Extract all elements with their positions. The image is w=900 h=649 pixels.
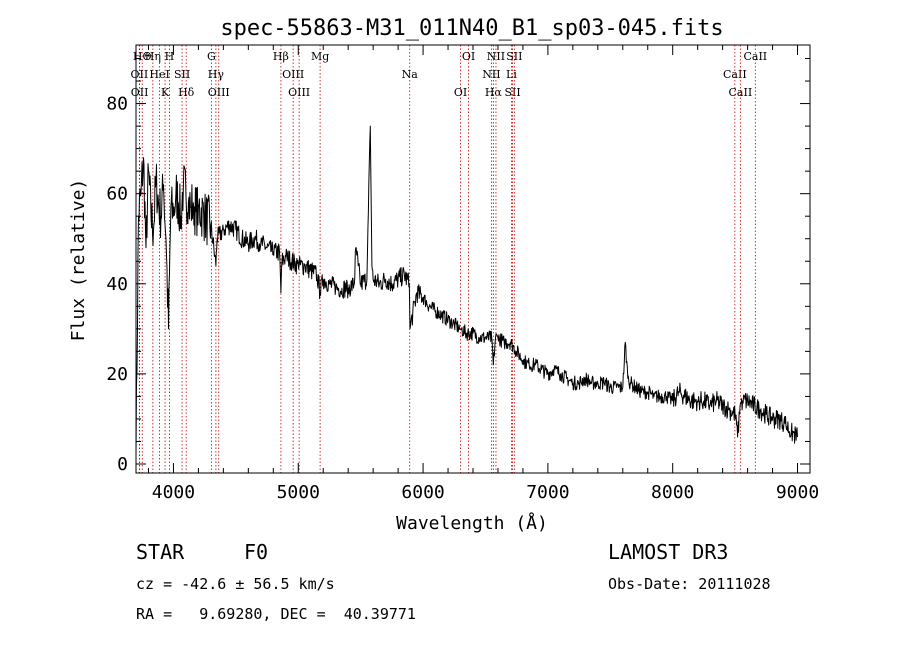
line-marker-label: HΘ xyxy=(133,50,152,63)
y-axis-label: Flux (relative) xyxy=(68,179,89,342)
y-tick-label: 0 xyxy=(117,454,128,475)
star-class: STAR xyxy=(136,540,185,564)
line-marker-label: H xyxy=(165,50,175,63)
line-marker-label: Hη xyxy=(145,50,161,63)
line-marker-label: SII xyxy=(504,86,520,99)
line-marker-label: NII xyxy=(482,68,500,81)
spectrum-line xyxy=(135,125,798,456)
x-axis-label: Wavelength (Å) xyxy=(396,512,548,534)
line-marker-label: HeI xyxy=(149,68,169,81)
x-tick-label: 9000 xyxy=(776,482,819,503)
x-tick-label: 8000 xyxy=(651,482,694,503)
line-marker-label: OIII xyxy=(208,86,230,99)
line-marker-label: Hβ xyxy=(273,50,289,63)
y-tick-label: 40 xyxy=(106,274,128,295)
line-marker-label: SII xyxy=(506,50,522,63)
x-tick-label: 4000 xyxy=(152,482,195,503)
x-tick-label: 6000 xyxy=(401,482,444,503)
line-marker-label: K xyxy=(161,86,170,99)
x-tick-label: 5000 xyxy=(277,482,320,503)
line-marker-label: Hγ xyxy=(208,68,225,81)
axes: 4000 5000 6000 7000 8000 9000 0 20 40 60 80 xyxy=(106,44,819,503)
star-subclass: F0 xyxy=(244,540,268,564)
plot-area xyxy=(135,125,798,456)
ra-dec: RA = 9.69280, DEC = 40.39771 xyxy=(136,605,416,623)
line-marker-label: NII xyxy=(487,50,505,63)
line-marker-label: OI xyxy=(454,86,467,99)
y-tick-label: 80 xyxy=(106,94,128,115)
y-tick-label: 60 xyxy=(106,184,128,205)
line-marker-label: Mg xyxy=(311,50,329,63)
line-marker-label: OIII xyxy=(288,86,310,99)
line-marker-label: Li xyxy=(506,68,517,81)
line-marker-label: Na xyxy=(402,68,419,81)
line-marker-label: Hα xyxy=(485,86,503,99)
line-markers: HΘOIIOIIHηHeIKHSIIHδGHγOIIIHβOIIIOIIIMgN… xyxy=(131,45,767,473)
line-marker-label: Hδ xyxy=(178,86,195,99)
y-tick-label: 20 xyxy=(106,364,128,385)
survey-name: LAMOST DR3 xyxy=(608,540,728,564)
chart-title: spec-55863-M31_011N40_B1_sp03-045.fits xyxy=(220,16,723,41)
line-marker-label: G xyxy=(207,50,216,63)
line-marker-label: SII xyxy=(174,68,190,81)
x-tick-label: 7000 xyxy=(526,482,569,503)
line-marker-label: CaII xyxy=(723,68,747,81)
line-marker-label: CaII xyxy=(743,50,767,63)
line-marker-label: OII xyxy=(131,86,149,99)
line-marker-label: CaII xyxy=(729,86,753,99)
line-marker-label: OIII xyxy=(282,68,304,81)
line-marker-label: OI xyxy=(462,50,475,63)
obs-date: Obs-Date: 20111028 xyxy=(608,575,771,593)
redshift-cz: cz = -42.6 ± 56.5 km/s xyxy=(136,575,335,593)
